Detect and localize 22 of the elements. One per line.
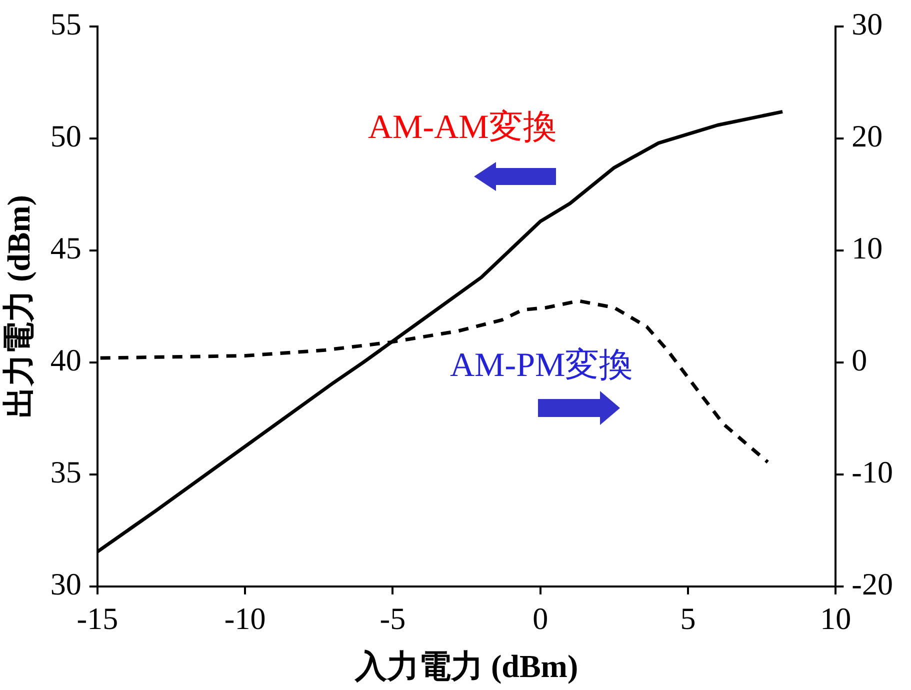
y2-tick-label: 30 (852, 6, 883, 42)
y-tick-label: 30 (50, 566, 82, 602)
y2-tick-label: -20 (852, 566, 894, 602)
y2-tick-label: 20 (852, 118, 883, 154)
x-tick-label: 10 (820, 601, 852, 636)
y-tick-label: 45 (50, 230, 82, 266)
y2-tick-label: -10 (852, 454, 894, 490)
y-axis-title: 出力電力 (dBm) (0, 194, 36, 418)
x-tick-label: 0 (532, 601, 548, 636)
x-axis-title: 入力電力 (dBm) (354, 648, 578, 684)
y2-tick-label: 0 (852, 342, 868, 378)
y-tick-label: 50 (50, 118, 82, 154)
y-tick-label: 55 (50, 6, 82, 42)
y-tick-label: 40 (50, 342, 82, 378)
x-tick-label: -10 (224, 601, 266, 636)
annotation: AM-PM変換 (450, 346, 634, 386)
annotation: AM-AM変換 (368, 108, 557, 148)
x-tick-label: -15 (76, 601, 118, 636)
y-tick-label: 35 (50, 454, 82, 490)
x-tick-label: 5 (680, 601, 696, 636)
x-tick-label: -5 (380, 601, 406, 636)
y2-tick-label: 10 (852, 230, 883, 266)
